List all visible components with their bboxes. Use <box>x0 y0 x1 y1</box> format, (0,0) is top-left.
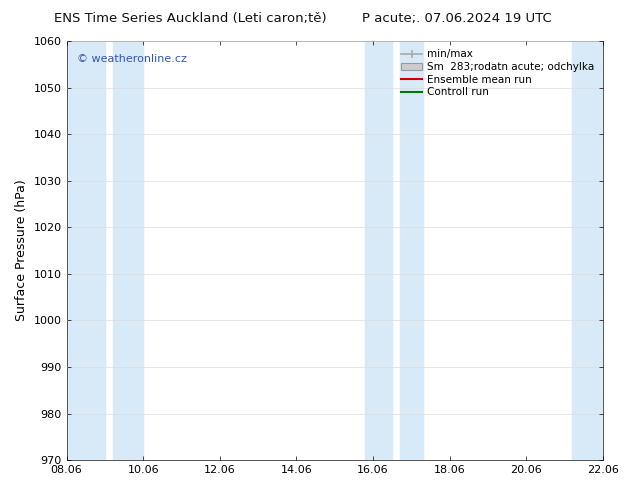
Y-axis label: Surface Pressure (hPa): Surface Pressure (hPa) <box>15 180 28 321</box>
Bar <box>573 41 603 460</box>
Text: © weatheronline.cz: © weatheronline.cz <box>77 53 187 64</box>
Bar <box>400 41 423 460</box>
Bar <box>365 41 392 460</box>
Bar <box>67 41 105 460</box>
Legend: min/max, Sm  283;rodatn acute; odchylka, Ensemble mean run, Controll run: min/max, Sm 283;rodatn acute; odchylka, … <box>398 46 598 100</box>
Text: ENS Time Series Auckland (Leti caron;tě): ENS Time Series Auckland (Leti caron;tě) <box>54 12 327 25</box>
Bar <box>112 41 143 460</box>
Text: P acute;. 07.06.2024 19 UTC: P acute;. 07.06.2024 19 UTC <box>361 12 552 25</box>
